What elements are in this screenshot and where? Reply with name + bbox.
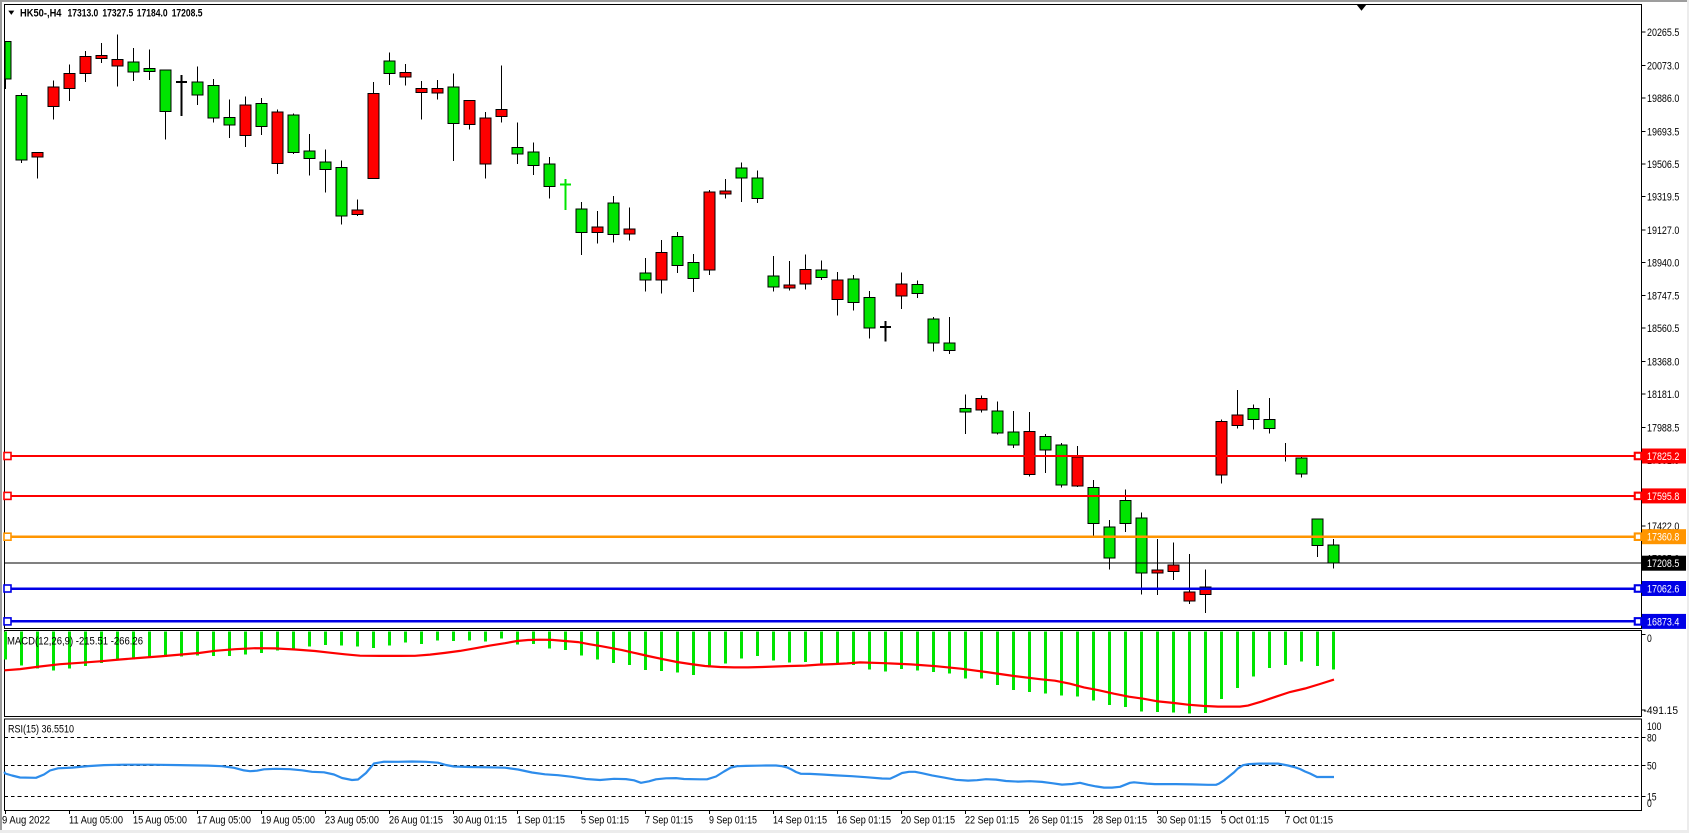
svg-text:19319.5: 19319.5 (1647, 191, 1679, 203)
svg-text:17595.8: 17595.8 (1647, 491, 1679, 503)
svg-text:-491.15: -491.15 (1644, 705, 1679, 717)
svg-text:MACD(12,26,9) -215.51 -266.26: MACD(12,26,9) -215.51 -266.26 (7, 636, 143, 648)
svg-text:17360.8: 17360.8 (1647, 532, 1679, 544)
svg-text:17327.5: 17327.5 (102, 7, 133, 19)
svg-text:17184.0: 17184.0 (137, 7, 168, 19)
svg-text:HK50-,H4: HK50-,H4 (20, 7, 62, 19)
svg-text:19 Aug 05:00: 19 Aug 05:00 (261, 815, 315, 827)
svg-text:20265.5: 20265.5 (1647, 27, 1679, 39)
svg-text:20 Sep 01:15: 20 Sep 01:15 (901, 815, 955, 827)
svg-text:18747.5: 18747.5 (1647, 291, 1679, 303)
svg-text:19127.0: 19127.0 (1647, 225, 1679, 237)
svg-text:11 Aug 05:00: 11 Aug 05:00 (69, 815, 123, 827)
svg-text:19886.0: 19886.0 (1647, 93, 1679, 105)
svg-text:80: 80 (1647, 733, 1657, 745)
svg-text:23 Aug 05:00: 23 Aug 05:00 (325, 815, 379, 827)
svg-text:18560.5: 18560.5 (1647, 323, 1679, 335)
svg-text:17313.0: 17313.0 (68, 7, 99, 19)
svg-text:15 Aug 05:00: 15 Aug 05:00 (133, 815, 187, 827)
svg-text:0: 0 (1647, 798, 1652, 810)
svg-text:17208.5: 17208.5 (1647, 558, 1679, 570)
svg-text:5 Oct 01:15: 5 Oct 01:15 (1221, 815, 1269, 827)
svg-text:17988.5: 17988.5 (1647, 423, 1679, 435)
svg-text:26 Sep 01:15: 26 Sep 01:15 (1029, 815, 1083, 827)
svg-text:RSI(15) 36.5510: RSI(15) 36.5510 (8, 724, 74, 736)
svg-text:20073.0: 20073.0 (1647, 60, 1679, 72)
svg-text:19693.5: 19693.5 (1647, 126, 1679, 138)
svg-text:22 Sep 01:15: 22 Sep 01:15 (965, 815, 1019, 827)
svg-text:17825.2: 17825.2 (1647, 451, 1679, 463)
svg-text:50: 50 (1647, 761, 1657, 773)
svg-text:17208.5: 17208.5 (172, 7, 203, 19)
svg-text:19506.5: 19506.5 (1647, 159, 1679, 171)
svg-text:100: 100 (1647, 721, 1661, 733)
svg-text:26 Aug 01:15: 26 Aug 01:15 (389, 815, 443, 827)
svg-text:15: 15 (1647, 792, 1657, 804)
svg-text:18368.0: 18368.0 (1647, 357, 1679, 369)
svg-text:18181.0: 18181.0 (1647, 389, 1679, 401)
svg-text:28 Sep 01:15: 28 Sep 01:15 (1093, 815, 1147, 827)
svg-text:17062.6: 17062.6 (1647, 584, 1679, 596)
svg-text:1 Sep 01:15: 1 Sep 01:15 (517, 815, 565, 827)
svg-text:30 Sep 01:15: 30 Sep 01:15 (1157, 815, 1211, 827)
svg-text:5 Sep 01:15: 5 Sep 01:15 (581, 815, 629, 827)
svg-text:17 Aug 05:00: 17 Aug 05:00 (197, 815, 251, 827)
svg-text:9 Sep 01:15: 9 Sep 01:15 (709, 815, 757, 827)
svg-text:0: 0 (1647, 633, 1652, 645)
svg-text:7 Oct 01:15: 7 Oct 01:15 (1285, 815, 1333, 827)
svg-text:14 Sep 01:15: 14 Sep 01:15 (773, 815, 827, 827)
svg-text:7 Sep 01:15: 7 Sep 01:15 (645, 815, 693, 827)
svg-text:9 Aug 2022: 9 Aug 2022 (2, 815, 50, 827)
svg-text:18940.0: 18940.0 (1647, 257, 1679, 269)
svg-text:30 Aug 01:15: 30 Aug 01:15 (453, 815, 507, 827)
svg-text:16873.4: 16873.4 (1647, 616, 1679, 628)
svg-text:16 Sep 01:15: 16 Sep 01:15 (837, 815, 891, 827)
